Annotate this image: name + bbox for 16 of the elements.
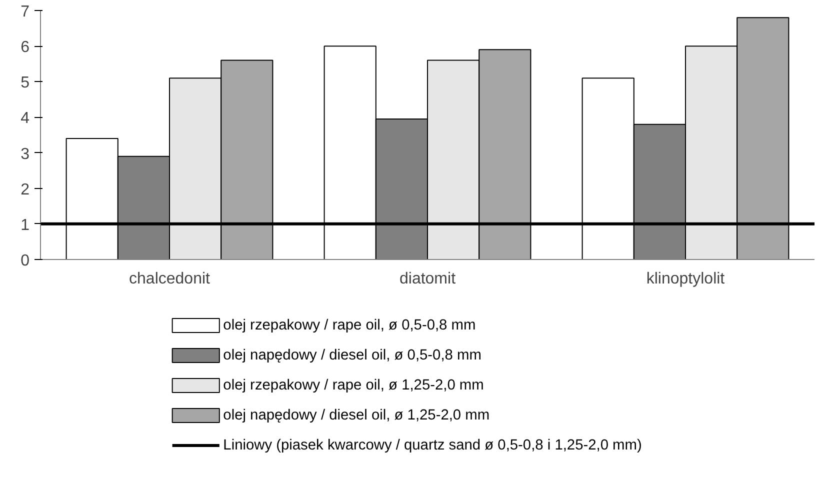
y-tick-label: 2 [20, 181, 30, 198]
legend-label: olej napędowy / diesel oil, ø 1,25-2,0 mm [223, 408, 490, 424]
x-tick-label: chalcedonit [129, 270, 211, 288]
legend-label: Liniowy (piasek kwarcowy / quartz sand ø 0,5-0,8 i 1,25-2,0 mm) [223, 438, 642, 454]
x-tick-label: diatomit [399, 270, 456, 288]
legend-label: olej rzepakowy / rape oil, ø 0,5-0,8 mm [223, 318, 476, 334]
y-tick-label: 3 [20, 146, 30, 163]
y-tick-label: 4 [20, 110, 30, 128]
legend-label: olej rzepakowy / rape oil, ø 1,25-2,0 mm [223, 378, 484, 394]
y-tick-label: 0 [20, 252, 30, 270]
y-tick-label: 6 [20, 39, 30, 56]
x-tick-label: klinoptylolit [646, 270, 726, 288]
y-tick-label: 5 [20, 74, 30, 92]
legend-label: olej napędowy / diesel oil, ø 0,5-0,8 mm [223, 348, 482, 364]
y-tick-label: 7 [20, 4, 30, 20]
y-tick-label: 1 [20, 216, 30, 234]
